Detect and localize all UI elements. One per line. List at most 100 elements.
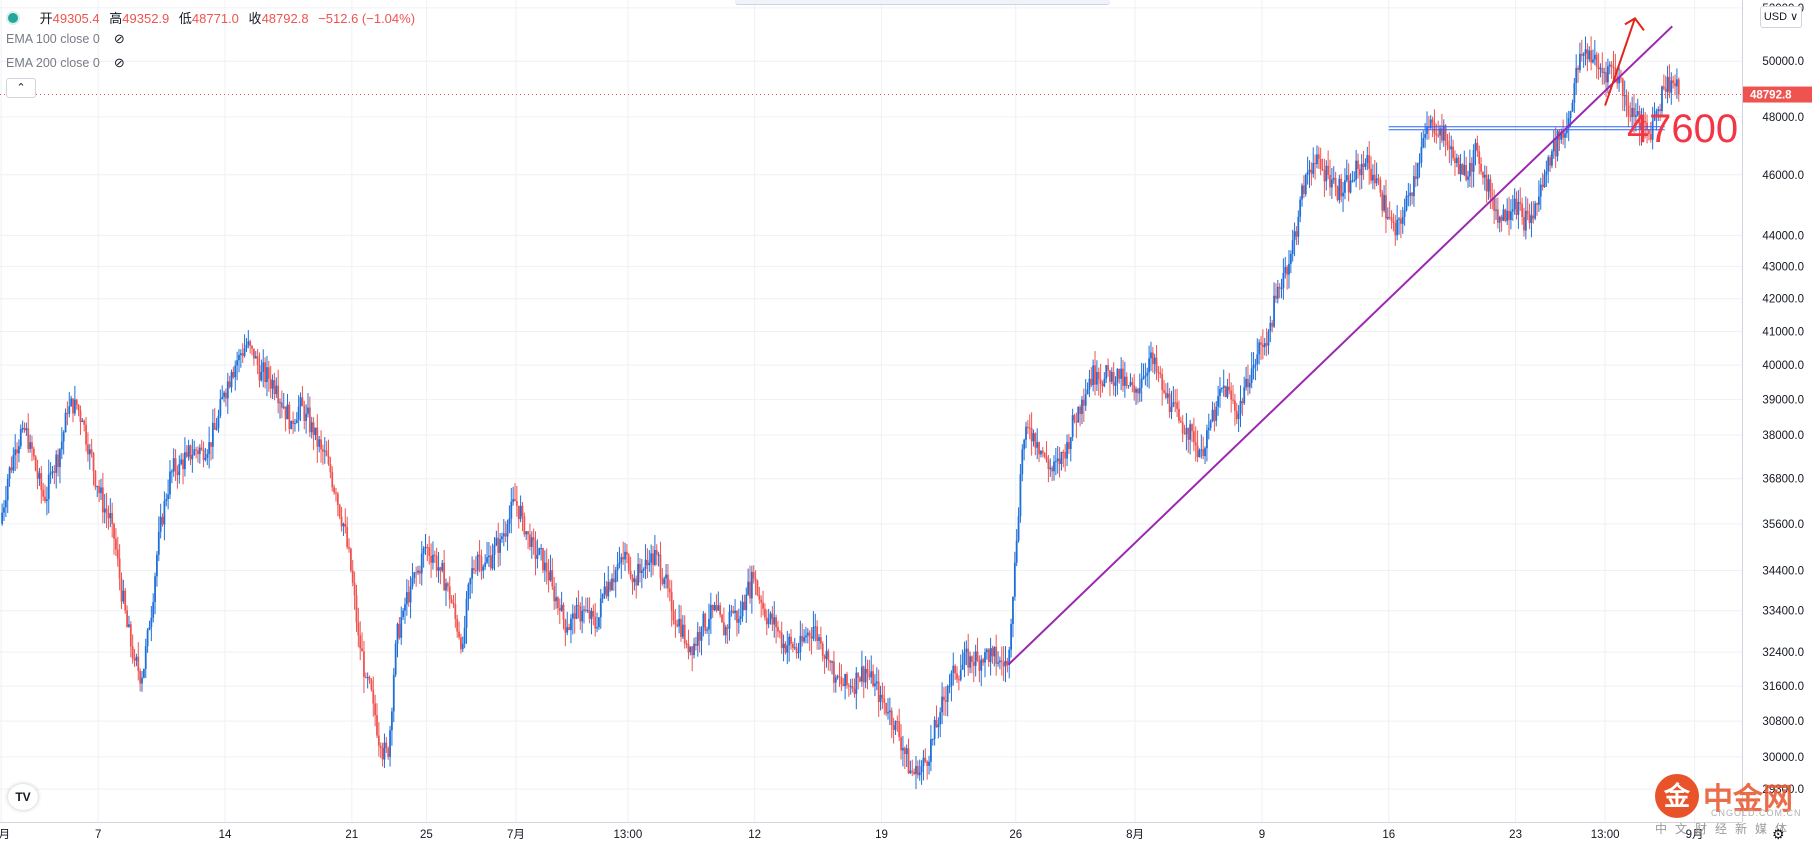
candle-body bbox=[739, 616, 742, 619]
candle-body bbox=[432, 554, 434, 563]
candle-body bbox=[336, 493, 339, 506]
candle-body bbox=[980, 659, 983, 671]
candle-body bbox=[885, 702, 888, 714]
y-tick-label: 41000.0 bbox=[1762, 327, 1804, 339]
candle-body bbox=[583, 609, 585, 611]
candle-body bbox=[640, 570, 643, 574]
indicator-ema-200[interactable]: EMA 200 close 0 ⊘ bbox=[6, 55, 125, 71]
candle-body bbox=[1157, 371, 1160, 373]
candle-body bbox=[366, 677, 369, 679]
candle-body bbox=[775, 617, 778, 628]
candle-body bbox=[1092, 365, 1095, 386]
candle-body bbox=[661, 578, 664, 584]
candle-body bbox=[532, 537, 535, 541]
candle-body bbox=[489, 555, 492, 569]
candle-body bbox=[25, 428, 28, 431]
tradingview-logo-icon[interactable]: TV bbox=[8, 784, 38, 810]
candle-body bbox=[1181, 422, 1184, 434]
candle-body bbox=[1657, 109, 1660, 112]
open-value: 49305.4 bbox=[52, 11, 100, 26]
candle-body bbox=[189, 445, 192, 460]
candle-body bbox=[696, 632, 699, 646]
settings-gear-icon[interactable]: ⚙ bbox=[1772, 826, 1785, 842]
candle-body bbox=[394, 643, 397, 675]
x-tick-label: 16 bbox=[1382, 829, 1395, 841]
candle-body bbox=[10, 467, 13, 471]
candle-body bbox=[1457, 157, 1460, 175]
candle-body bbox=[855, 672, 858, 694]
breakout-arrow-shaft bbox=[1604, 18, 1636, 106]
candle-body bbox=[1170, 406, 1173, 413]
candle-body bbox=[997, 662, 999, 664]
candle-body bbox=[1631, 107, 1634, 117]
candle-body bbox=[314, 427, 317, 435]
eye-hidden-icon[interactable]: ⊘ bbox=[113, 55, 125, 70]
candle-body bbox=[1097, 371, 1100, 380]
candle-body bbox=[1480, 163, 1482, 172]
candle-body bbox=[713, 605, 716, 611]
candle-body bbox=[1114, 382, 1117, 386]
candle-body bbox=[676, 624, 679, 627]
candle-body bbox=[1424, 133, 1427, 139]
candle-body bbox=[219, 399, 222, 416]
candle-body bbox=[198, 447, 201, 455]
candle-body bbox=[1222, 385, 1225, 389]
candle-body bbox=[928, 761, 930, 766]
candle-body bbox=[1618, 77, 1620, 84]
candle-body bbox=[1530, 215, 1533, 224]
candle-body bbox=[1437, 135, 1440, 137]
top-toolbar-handle[interactable] bbox=[735, 0, 1110, 5]
candle-body bbox=[1008, 649, 1011, 665]
candle-body bbox=[1276, 286, 1279, 299]
candle-body bbox=[596, 627, 598, 629]
candle-body bbox=[1045, 456, 1048, 461]
candle-body bbox=[931, 738, 934, 740]
candle-body bbox=[765, 617, 768, 625]
candle-body bbox=[40, 473, 43, 490]
candle-body bbox=[1178, 408, 1180, 421]
watermark-name: 中金网 bbox=[1703, 783, 1793, 816]
candle-body bbox=[329, 463, 332, 473]
candle-body bbox=[1577, 67, 1579, 70]
candle-body bbox=[508, 518, 511, 524]
candle-body bbox=[148, 627, 151, 630]
candle-body bbox=[1532, 215, 1535, 219]
candle-body bbox=[892, 725, 895, 731]
candle-body bbox=[984, 652, 986, 663]
candle-body bbox=[128, 624, 130, 628]
candle-body bbox=[818, 637, 820, 641]
candle-body bbox=[1278, 286, 1281, 289]
candle-body bbox=[107, 513, 110, 519]
candle-body bbox=[512, 499, 515, 502]
candle-body bbox=[920, 766, 923, 773]
candle-body bbox=[527, 531, 529, 535]
candle-body bbox=[1427, 126, 1430, 129]
candle-body bbox=[1381, 192, 1384, 211]
candle-body bbox=[1069, 437, 1072, 449]
candle-body bbox=[515, 501, 518, 506]
candle-body bbox=[844, 674, 847, 687]
candle-body bbox=[1191, 424, 1193, 432]
candle-body bbox=[959, 669, 962, 680]
indicator-ema-100[interactable]: EMA 100 close 0 ⊘ bbox=[6, 31, 125, 47]
candle-body bbox=[1082, 399, 1085, 406]
candle-body bbox=[1137, 388, 1139, 394]
candle-body bbox=[1297, 216, 1300, 237]
candle-body bbox=[415, 572, 418, 574]
candle-body bbox=[1316, 154, 1318, 165]
candle-body bbox=[1470, 163, 1473, 172]
candle-body bbox=[1357, 160, 1359, 169]
candle-body bbox=[1312, 163, 1315, 174]
candle-body bbox=[506, 523, 509, 537]
candle-body bbox=[258, 365, 261, 381]
candle-body bbox=[275, 385, 278, 395]
eye-hidden-icon[interactable]: ⊘ bbox=[113, 31, 125, 46]
currency-button[interactable]: USD ∨ bbox=[1760, 6, 1802, 28]
collapse-legend-button[interactable]: ⌃ bbox=[6, 78, 36, 98]
candle-body bbox=[473, 568, 475, 571]
candle-body bbox=[648, 562, 651, 566]
candle-body bbox=[558, 607, 561, 611]
candle-body bbox=[1006, 661, 1009, 665]
candle-body bbox=[788, 636, 791, 646]
